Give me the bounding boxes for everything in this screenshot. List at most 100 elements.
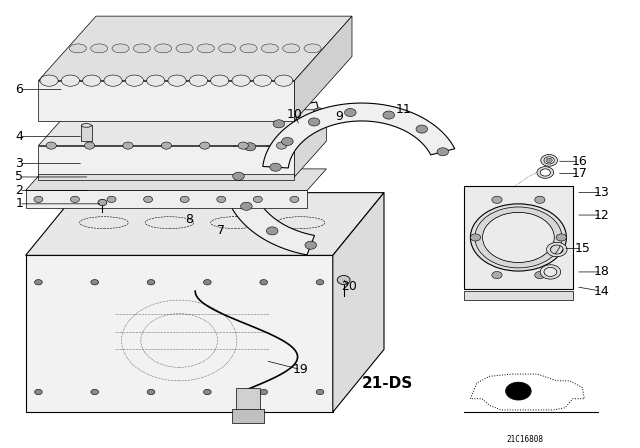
Polygon shape [38, 110, 326, 146]
Ellipse shape [283, 44, 300, 53]
Circle shape [233, 172, 244, 180]
Circle shape [238, 142, 248, 149]
Text: 18: 18 [594, 265, 609, 279]
Circle shape [35, 280, 42, 285]
Ellipse shape [232, 75, 250, 86]
Ellipse shape [104, 75, 122, 86]
Circle shape [535, 271, 545, 279]
Ellipse shape [133, 44, 150, 53]
Circle shape [147, 280, 155, 285]
Text: 12: 12 [594, 208, 609, 222]
Circle shape [316, 389, 324, 395]
Circle shape [200, 142, 210, 149]
Ellipse shape [61, 75, 79, 86]
Ellipse shape [176, 44, 193, 53]
Polygon shape [263, 103, 455, 168]
Ellipse shape [189, 75, 207, 86]
Text: 2: 2 [15, 184, 23, 197]
Ellipse shape [112, 44, 129, 53]
Circle shape [91, 389, 99, 395]
Circle shape [161, 142, 172, 149]
Text: 4: 4 [15, 130, 23, 143]
Polygon shape [26, 193, 384, 255]
Polygon shape [224, 102, 321, 255]
Ellipse shape [211, 75, 229, 86]
Circle shape [253, 196, 262, 202]
Polygon shape [26, 255, 333, 412]
Circle shape [308, 118, 320, 126]
Text: 20: 20 [341, 280, 356, 293]
Text: 16: 16 [572, 155, 587, 168]
Text: 17: 17 [572, 167, 587, 180]
Circle shape [470, 234, 481, 241]
Circle shape [383, 111, 394, 119]
Bar [232, 409, 264, 423]
Circle shape [276, 142, 287, 149]
Circle shape [506, 382, 531, 400]
Polygon shape [464, 291, 573, 300]
Text: 11: 11 [396, 103, 411, 116]
Text: 10: 10 [287, 108, 302, 121]
Ellipse shape [83, 75, 100, 86]
Circle shape [314, 108, 325, 116]
Text: 8: 8 [185, 213, 193, 226]
Circle shape [70, 196, 79, 202]
Circle shape [180, 196, 189, 202]
Polygon shape [38, 16, 352, 81]
Ellipse shape [240, 44, 257, 53]
Polygon shape [333, 193, 384, 412]
Polygon shape [38, 146, 294, 177]
Circle shape [270, 163, 282, 171]
Text: 15: 15 [575, 242, 590, 255]
Bar [236, 388, 260, 410]
Circle shape [260, 280, 268, 285]
Polygon shape [294, 110, 326, 177]
Circle shape [492, 196, 502, 203]
Ellipse shape [91, 44, 108, 53]
Circle shape [546, 158, 552, 163]
Text: 7: 7 [217, 224, 225, 237]
Polygon shape [38, 174, 294, 180]
Bar [81, 125, 92, 141]
Circle shape [91, 280, 99, 285]
Circle shape [204, 280, 211, 285]
Circle shape [123, 142, 133, 149]
Circle shape [46, 142, 56, 149]
Circle shape [217, 196, 226, 202]
Ellipse shape [261, 44, 278, 53]
Ellipse shape [304, 44, 321, 53]
Text: 21C16808: 21C16808 [506, 435, 543, 444]
Polygon shape [26, 169, 326, 190]
Text: 5: 5 [15, 170, 23, 184]
Text: 3: 3 [15, 157, 23, 170]
Polygon shape [464, 186, 573, 289]
Polygon shape [38, 81, 294, 121]
Circle shape [492, 271, 502, 279]
Text: 1: 1 [15, 197, 23, 211]
Circle shape [556, 234, 566, 241]
Circle shape [282, 138, 293, 146]
Circle shape [266, 227, 278, 235]
Text: 14: 14 [594, 284, 609, 298]
Circle shape [260, 389, 268, 395]
Circle shape [84, 142, 95, 149]
Polygon shape [294, 16, 352, 121]
Circle shape [344, 108, 356, 116]
Ellipse shape [197, 44, 214, 53]
Ellipse shape [81, 124, 92, 127]
Ellipse shape [125, 75, 143, 86]
Ellipse shape [253, 75, 271, 86]
Circle shape [98, 199, 107, 206]
Text: 13: 13 [594, 186, 609, 199]
Circle shape [35, 389, 42, 395]
Text: 6: 6 [15, 83, 23, 96]
Circle shape [416, 125, 428, 133]
Ellipse shape [219, 44, 236, 53]
Circle shape [316, 280, 324, 285]
Text: 9: 9 [335, 110, 343, 123]
Polygon shape [26, 190, 307, 208]
Circle shape [107, 196, 116, 202]
Text: 21-DS: 21-DS [362, 375, 413, 391]
Ellipse shape [155, 44, 172, 53]
Circle shape [337, 276, 350, 284]
